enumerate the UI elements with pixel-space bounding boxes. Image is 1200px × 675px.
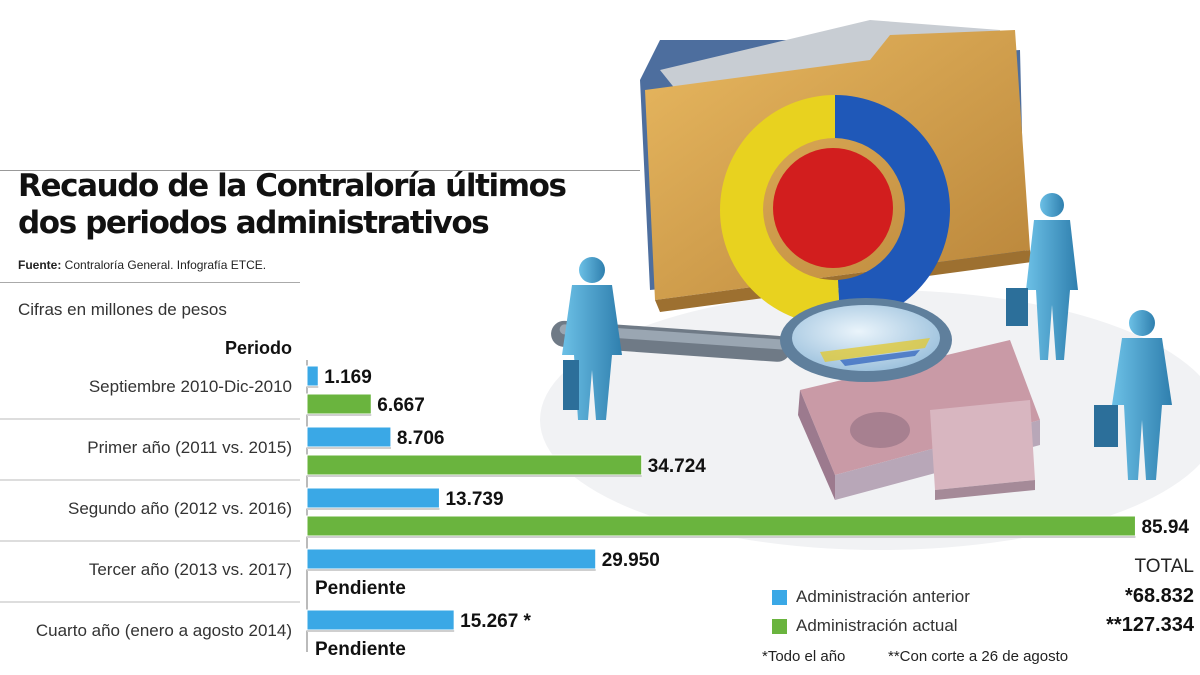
chart-title-line-1: Recaudo de la Contraloría últimos bbox=[18, 168, 567, 204]
source-rule bbox=[0, 282, 300, 283]
legend-item-actual: Administración actual bbox=[772, 616, 958, 636]
chart-title-line-2: dos periodos administrativos bbox=[18, 205, 490, 241]
bar-actual bbox=[306, 515, 1136, 537]
person-icon bbox=[562, 257, 622, 420]
bar-actual bbox=[306, 454, 643, 476]
source-text: Contraloría General. Infografía ETCE. bbox=[61, 258, 267, 272]
bar-anterior bbox=[306, 609, 455, 631]
totals-heading: TOTAL bbox=[1134, 556, 1194, 577]
value-label-anterior: 29.950 bbox=[602, 550, 660, 571]
bar-shadow bbox=[307, 630, 455, 632]
tricolor-ring-icon bbox=[719, 95, 951, 326]
value-label-anterior: 15.267 * bbox=[460, 611, 531, 632]
value-label-actual: 34.724 bbox=[648, 456, 707, 477]
bar-actual bbox=[306, 393, 372, 415]
bar-shadow bbox=[307, 536, 1136, 538]
legend-swatch-actual bbox=[772, 618, 787, 634]
footnote-corte: **Con corte a 26 de agosto bbox=[888, 648, 1069, 665]
legend-label-anterior: Administración anterior bbox=[796, 587, 970, 606]
legend-swatch-anterior bbox=[772, 589, 787, 605]
bar-shadow bbox=[307, 414, 372, 416]
value-label-actual: Pendiente bbox=[315, 578, 406, 599]
bar-shadow bbox=[307, 569, 596, 571]
value-label-anterior: 1.169 bbox=[324, 367, 372, 388]
magnifier-icon bbox=[551, 298, 952, 382]
period-column-header: Periodo bbox=[224, 338, 292, 358]
total-actual: **127.334 bbox=[1106, 614, 1194, 636]
footnote-todo-el-ano: *Todo el año bbox=[762, 648, 846, 665]
money-stack-icon bbox=[798, 340, 1040, 500]
category-label: Segundo año (2012 vs. 2016) bbox=[68, 499, 292, 518]
legend-label-actual: Administración actual bbox=[796, 616, 958, 635]
person-icon bbox=[1006, 193, 1078, 360]
chart-title: Recaudo de la Contraloría últimos dos pe… bbox=[18, 168, 618, 242]
legend-item-anterior: Administración anterior bbox=[772, 587, 970, 607]
bar-shadow bbox=[307, 447, 391, 449]
title-rule bbox=[0, 170, 640, 171]
value-label-anterior: 8.706 bbox=[397, 428, 445, 449]
category-label: Septiembre 2010-Dic-2010 bbox=[89, 377, 292, 396]
category-label: Tercer año (2013 vs. 2017) bbox=[89, 560, 292, 579]
source-label: Fuente: bbox=[18, 258, 62, 272]
chart-subtitle: Cifras en millones de pesos bbox=[18, 300, 227, 319]
bar-anterior bbox=[306, 548, 597, 570]
total-anterior: *68.832 bbox=[1125, 585, 1194, 607]
chart-source: Fuente: Contraloría General. Infografía … bbox=[18, 258, 266, 272]
bar-anterior bbox=[306, 365, 319, 387]
person-icon bbox=[1094, 310, 1172, 480]
bar-shadow bbox=[307, 508, 440, 510]
category-label: Cuarto año (enero a agosto 2014) bbox=[36, 621, 292, 640]
bar-shadow bbox=[307, 386, 319, 388]
value-label-actual: 6.667 bbox=[377, 395, 425, 416]
bar-anterior bbox=[306, 426, 392, 448]
value-label-anterior: 13.739 bbox=[445, 489, 503, 510]
category-label: Primer año (2011 vs. 2015) bbox=[87, 438, 292, 457]
value-label-actual: 85.94 bbox=[1141, 517, 1189, 538]
value-label-actual: Pendiente bbox=[315, 639, 406, 660]
bar-anterior bbox=[306, 487, 440, 509]
bar-shadow bbox=[307, 475, 642, 477]
